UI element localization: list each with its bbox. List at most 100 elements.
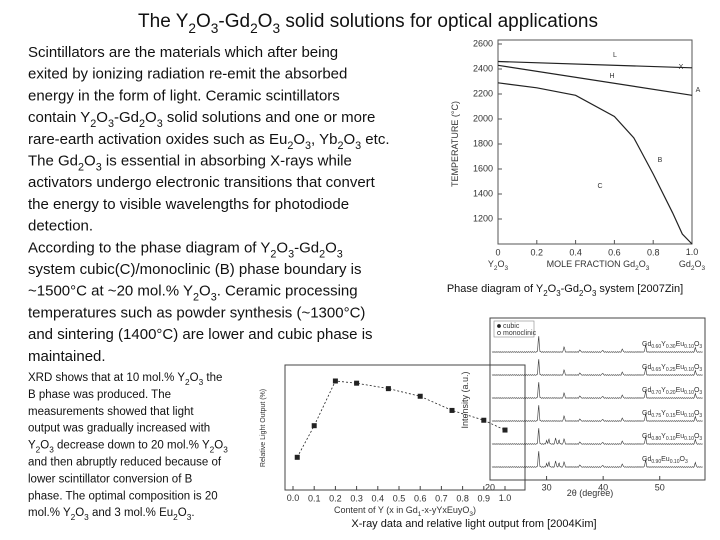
body-line: ~1500°C at ~20 mol.% Y2O3. Ceramic proce… [28, 283, 358, 304]
x-tick-label: 0.9 [478, 493, 491, 503]
data-point [294, 454, 300, 460]
region-label: H [609, 73, 614, 80]
phase-boundary [497, 60, 693, 69]
curve-label: Gd0.75Y0.15Eu0.10O3 [642, 410, 702, 419]
region-label: C [597, 183, 602, 190]
curve-label: Gd0.60Y0.30Eu0.10O3 [642, 341, 702, 350]
y-tick-label: 1200 [473, 213, 493, 223]
x-tick-label: 0.1 [308, 493, 321, 503]
body-line: The Gd2O3 is essential in absorbing X-ra… [28, 152, 352, 173]
plot-frame [489, 317, 706, 481]
y-tick-label: 2600 [473, 38, 493, 48]
legend-label: cubic [503, 323, 520, 330]
y-tick-label: 2000 [473, 113, 493, 123]
x-axis-label: MOLE FRACTION Gd2O3 [547, 259, 650, 272]
x-tick-label: 0.8 [456, 493, 469, 503]
x-tick-label: 0 [495, 247, 500, 257]
phase-boundary [497, 64, 693, 96]
body-line: exited by ionizing radiation re-emit the… [28, 66, 347, 83]
x-tick-label: 0.3 [350, 493, 363, 503]
y-tick-label: 1800 [473, 138, 493, 148]
region-label: A [696, 87, 701, 94]
x-tick-label: 0.8 [647, 247, 660, 257]
region-label: L [613, 52, 617, 59]
y-tick-label: 1600 [473, 163, 493, 173]
x-tick-label: 0.2 [329, 493, 342, 503]
data-point [449, 407, 455, 413]
plot-frame [497, 39, 693, 245]
region-label: B [658, 157, 663, 164]
note-line: B phase was produced. The [28, 389, 171, 401]
y-axis-label: Relative Light Output (%) [260, 389, 267, 467]
phase-caption: Phase diagram of Y2O3-Gd2O3 system [2007… [447, 283, 683, 298]
data-point [481, 417, 487, 423]
data-point [417, 393, 423, 399]
curve-label: Gd0.65Y0.25Eu0.10O3 [642, 364, 702, 373]
x-axis-label: 2θ (degree) [567, 488, 614, 498]
note-line: output was gradually increased with [28, 423, 210, 435]
note-line: XRD shows that at 10 mol.% Y2O3 the [28, 372, 222, 387]
body-line: system cubic(C)/monoclinic (B) phase bou… [28, 261, 361, 278]
body-line: activators undergo electronic transition… [28, 174, 376, 191]
body-line: rare-earth activation oxides such as Eu2… [28, 131, 390, 152]
body-line: temperatures such as powder synthesis (~… [28, 304, 365, 321]
x-right-label: Gd2O3 [679, 259, 706, 272]
note-line: measurements showed that light [28, 406, 194, 418]
curve-label: Gd0.70Y0.20Eu0.10O3 [642, 387, 702, 396]
x-tick-label: 50 [655, 482, 665, 492]
curve-label: Gd0.90Eu0.10O3 [642, 456, 688, 465]
x-tick-label: 0.6 [608, 247, 621, 257]
body-line: energy in the form of light. Ceramic sci… [28, 87, 340, 104]
curve-label: Gd0.80Y0.10Eu0.10O3 [642, 433, 702, 442]
data-point [354, 380, 360, 386]
note-line: Y2O3 decrease down to 20 mol.% Y2O3 [28, 440, 228, 455]
trend-line [296, 380, 506, 458]
legend-symbol [497, 331, 501, 335]
body-line: detection. [28, 218, 93, 235]
xrd-pattern [491, 428, 703, 445]
body-line: maintained. [28, 348, 106, 365]
slide-title: The Y2O3-Gd2O3 solid solutions for optic… [138, 11, 598, 36]
body-line: the energy to visible wavelengths for ph… [28, 196, 349, 213]
xrd-pattern [491, 405, 703, 422]
x-tick-label: 0.7 [435, 493, 448, 503]
x-tick-label: 0.4 [569, 247, 582, 257]
xrd-pattern [491, 451, 703, 468]
x-left-label: Y2O3 [488, 259, 509, 272]
legend-box [493, 320, 535, 338]
body-line: According to the phase diagram of Y2O3-G… [28, 239, 343, 260]
data-point [502, 427, 508, 433]
phase-boundary [497, 82, 693, 245]
y-axis-label: TEMPERATURE (°C) [450, 101, 460, 187]
xrd-pattern [491, 336, 703, 353]
x-tick-label: 30 [542, 482, 552, 492]
x-tick-label: 0.0 [287, 493, 300, 503]
x-tick-label: 0.2 [531, 247, 544, 257]
data-point [385, 386, 391, 392]
x-tick-label: 1.0 [499, 493, 512, 503]
x-tick-label: 0.5 [393, 493, 406, 503]
y-axis-label: Intensity (a.u.) [460, 371, 470, 428]
x-tick-label: 0.4 [372, 493, 385, 503]
data-point [332, 378, 338, 384]
x-tick-label: 40 [598, 482, 608, 492]
body-line: contain Y2O3-Gd2O3 solid solutions and o… [28, 109, 375, 130]
note-line: lower scintillator conversion of B [28, 473, 193, 485]
note-line: and then abruptly reduced because of [28, 457, 222, 469]
xrd-pattern [491, 359, 703, 376]
x-tick-label: 20 [485, 482, 495, 492]
plot-frame [284, 364, 526, 491]
legend-label: monoclinic [503, 330, 537, 337]
data-point [311, 423, 317, 429]
y-tick-label: 2400 [473, 63, 493, 73]
x-tick-label: 1.0 [686, 247, 699, 257]
y-tick-label: 1400 [473, 188, 493, 198]
figure-caption: X-ray data and relative light output fro… [351, 518, 596, 530]
y-tick-label: 2200 [473, 88, 493, 98]
body-line: and sintering (1400°C) are lower and cub… [28, 326, 373, 343]
legend-symbol [497, 324, 501, 328]
xrd-pattern [491, 382, 703, 399]
x-axis-label: Content of Y (x in Gd1-x-yYxEuyO3) [334, 505, 476, 518]
